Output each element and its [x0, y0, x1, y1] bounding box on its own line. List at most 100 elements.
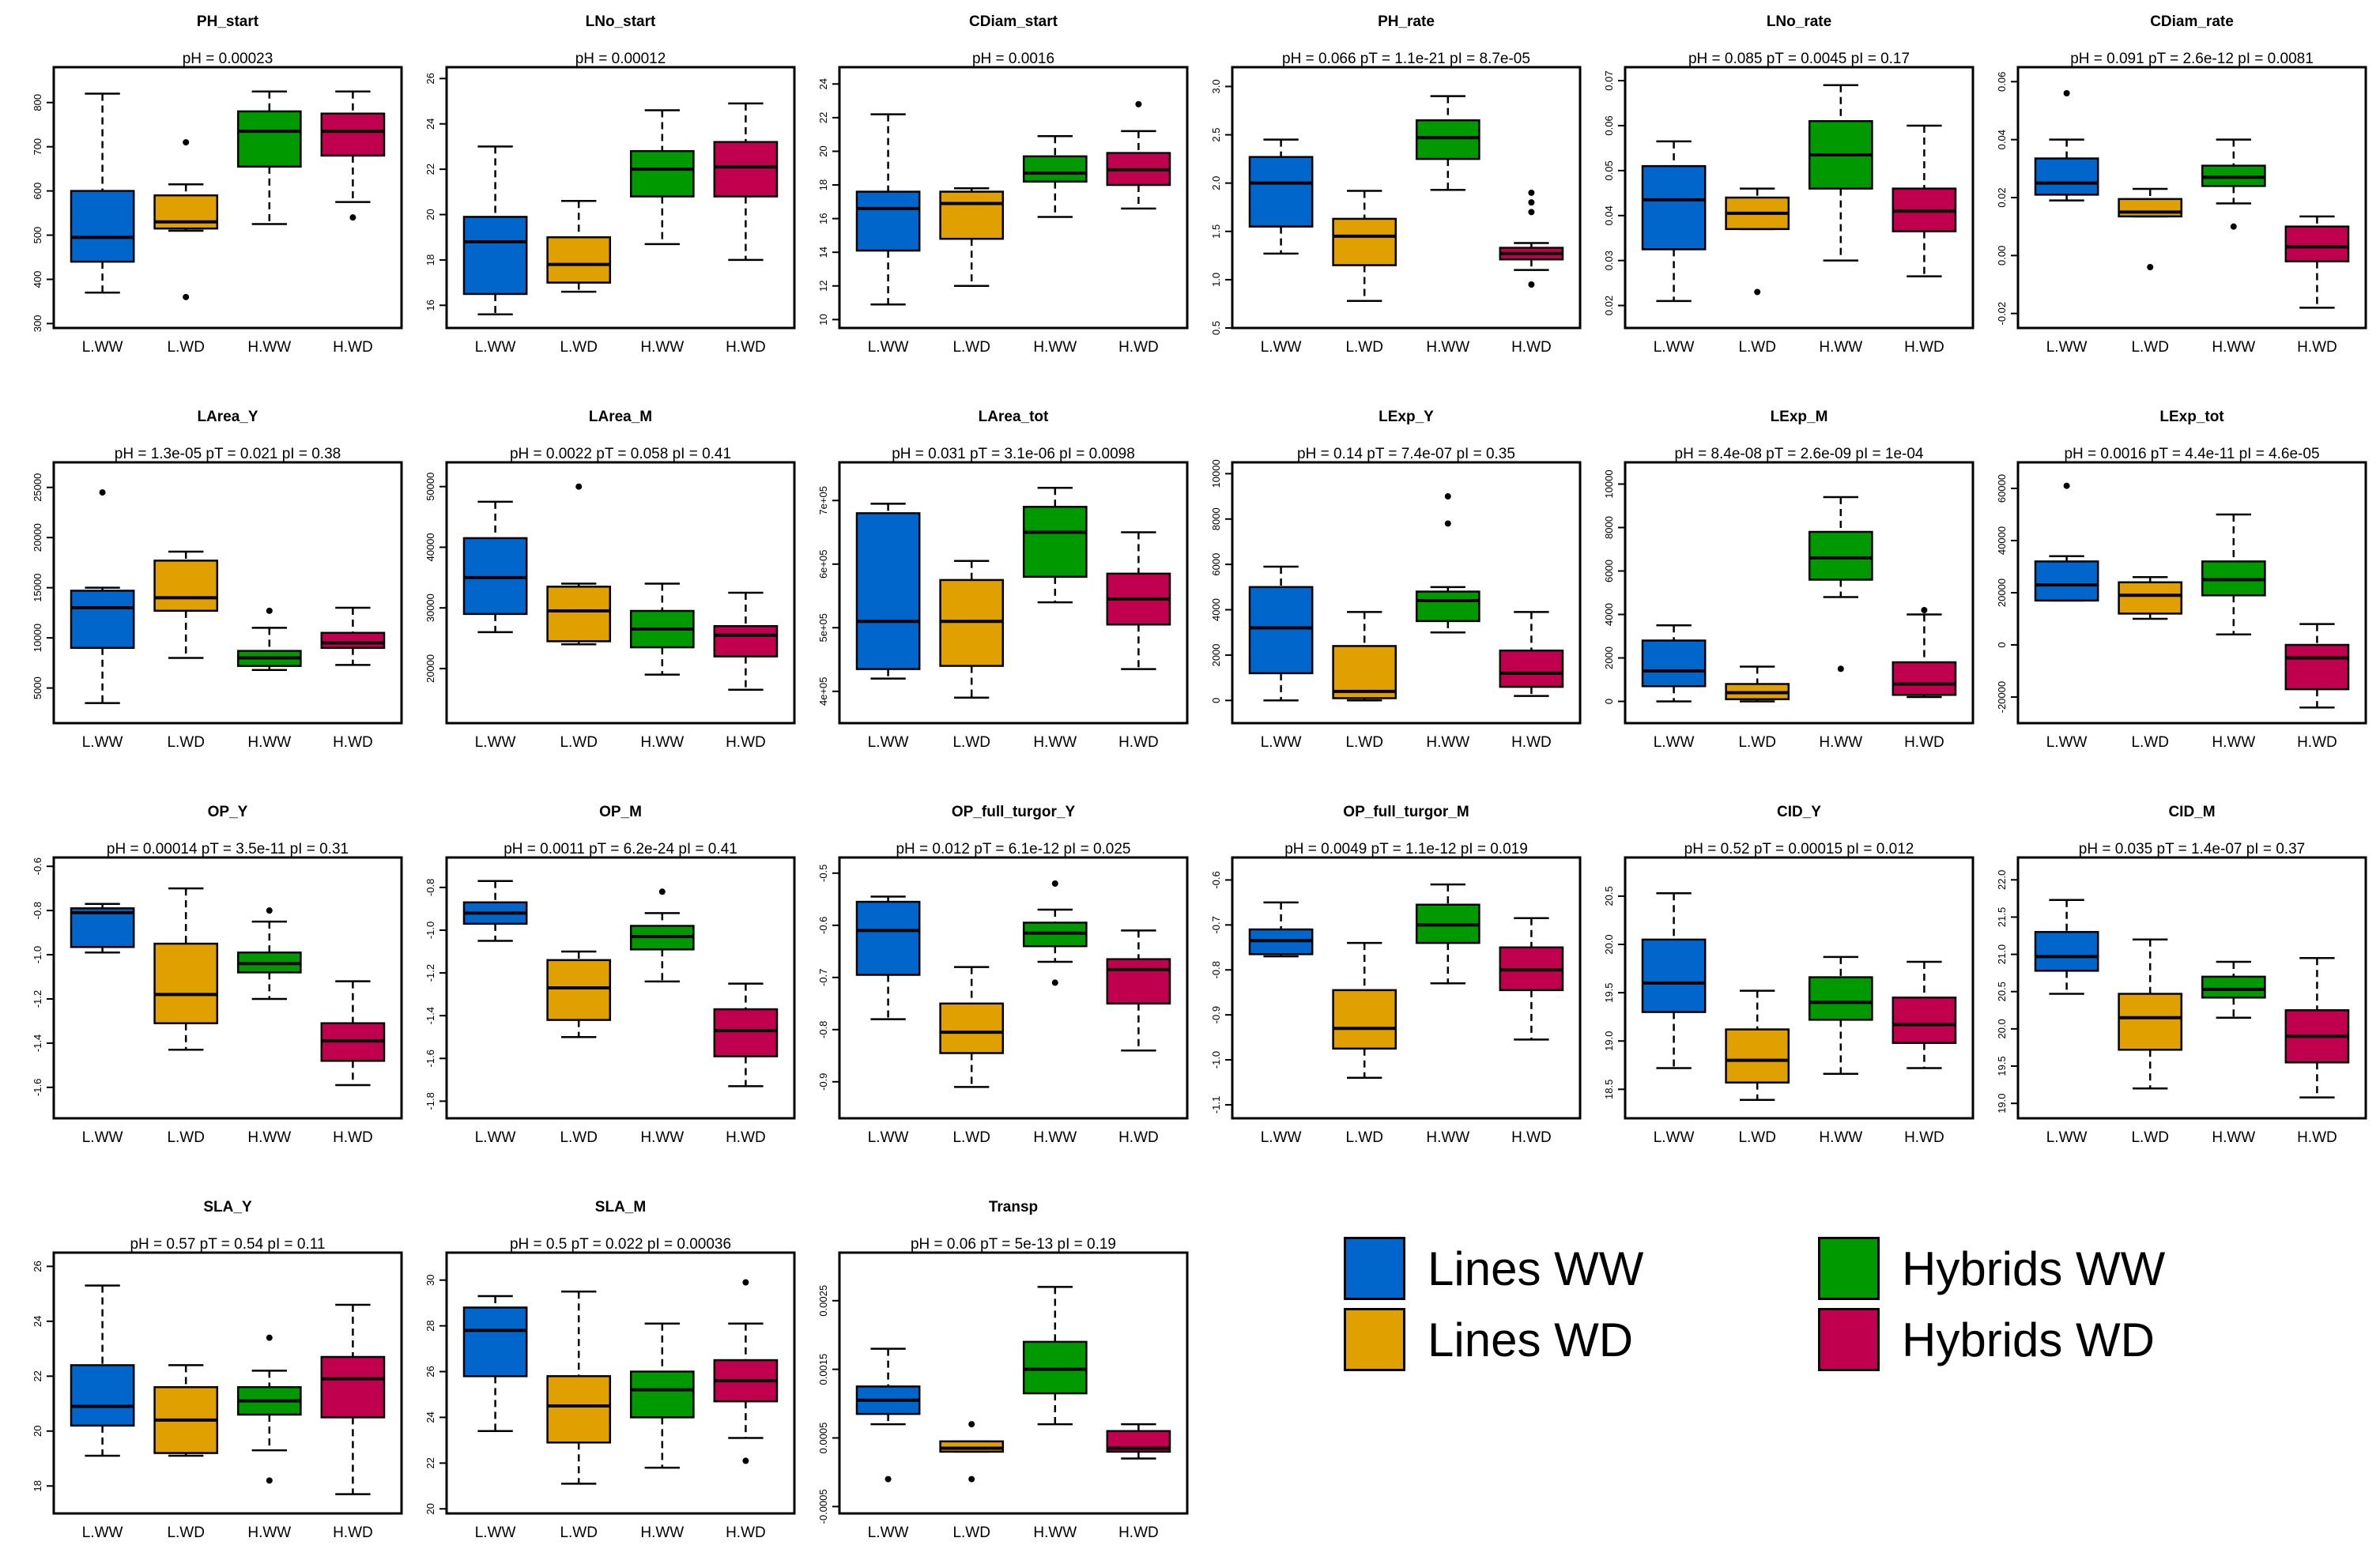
- box-h-wd: [1892, 124, 1957, 277]
- y-tick-label: 3.0: [1210, 79, 1222, 93]
- x-tick-label: H.WW: [2212, 734, 2255, 751]
- box-h-ww: [629, 888, 695, 983]
- plot-frame: [2016, 856, 2367, 1120]
- box-h-ww: [1808, 84, 1873, 262]
- x-tick-label: H.WW: [640, 339, 684, 356]
- box-body: [713, 141, 779, 198]
- chart-subtitle: pH = 0.0016: [972, 51, 1054, 67]
- x-tick-label: L.WD: [167, 339, 205, 356]
- x-tick-label: H.WW: [247, 1129, 291, 1146]
- chart-panel-larea-y: LArea_Y pH = 1.3e-05 pT = 0.021 pI = 0.38…: [32, 409, 403, 751]
- box-l-ww: [855, 503, 921, 680]
- chart-panel-cdiam-rate: CDiam_rate pH = 0.091 pT = 2.6e-12 pI = 0…: [1996, 13, 2367, 356]
- box-body: [855, 900, 921, 976]
- legend-label-hybrids-ww: Hybrids WW: [1902, 1242, 2166, 1295]
- x-tick-label: H.WD: [1511, 1129, 1552, 1146]
- chart-title: SLA_M: [595, 1199, 646, 1215]
- y-tick-label: 19.0: [1996, 1093, 2008, 1113]
- plot-frame: [445, 856, 796, 1120]
- x-tick-label: L.WD: [1738, 339, 1776, 356]
- outlier-point: [1837, 665, 1844, 673]
- y-tick-label: 20: [32, 1426, 43, 1437]
- y-tick-label: 22: [32, 1370, 43, 1381]
- y-tick-label: -1.4: [32, 1035, 43, 1052]
- box-body: [70, 1364, 135, 1427]
- x-tick-label: L.WW: [2046, 734, 2088, 751]
- y-tick-label: 0: [1603, 699, 1615, 704]
- box-h-wd: [320, 1303, 386, 1495]
- chart-panel-sla-m: SLA_M pH = 0.5 pT = 0.022 pI = 0.00036 20 2…: [424, 1199, 796, 1541]
- box-h-ww: [1022, 880, 1088, 986]
- chart-title: LExp_Y: [1379, 409, 1434, 425]
- y-tick-label: -1.8: [424, 1092, 436, 1110]
- legend-item-lines-wd: Lines WD: [1344, 1308, 1633, 1371]
- outlier-point: [2230, 223, 2237, 230]
- box-body: [1892, 661, 1957, 696]
- chart-subtitle: pH = 0.57 pT = 0.54 pI = 0.11: [130, 1236, 325, 1253]
- y-tick-label: -1.0: [1210, 1051, 1222, 1068]
- x-tick-label: H.WD: [1118, 734, 1159, 751]
- y-tick-label: 18.5: [1603, 1080, 1615, 1099]
- box-l-ww: [1641, 891, 1707, 1069]
- chart-title: SLA_Y: [203, 1199, 252, 1215]
- y-tick-label: 40000: [1996, 526, 2008, 555]
- y-tick-label: 24: [424, 1411, 436, 1423]
- chart-subtitle: pH = 0.035 pT = 1.4e-07 pI = 0.37: [2079, 841, 2305, 857]
- box-h-wd: [713, 102, 779, 262]
- plot-frame: [52, 1251, 403, 1515]
- box-l-ww: [855, 113, 921, 306]
- y-tick-label: -0.7: [817, 969, 829, 986]
- y-tick-label: 15000: [32, 574, 43, 602]
- outlier-point: [1528, 189, 1535, 196]
- outlier-point: [884, 1476, 892, 1483]
- x-tick-label: H.WW: [1819, 339, 1862, 356]
- chart-subtitle: pH = 0.066 pT = 1.1e-21 pI = 8.7e-05: [1282, 51, 1530, 67]
- box-h-ww: [1022, 135, 1088, 218]
- outlier-point: [183, 293, 190, 300]
- y-tick-label: 8000: [1210, 507, 1222, 530]
- outlier-point: [2063, 90, 2070, 96]
- chart-title: OP_Y: [208, 804, 248, 820]
- box-body: [2284, 225, 2350, 262]
- box-h-wd: [1106, 1423, 1171, 1460]
- outlier-point: [1051, 880, 1058, 887]
- box-h-wd: [1499, 611, 1564, 697]
- outlier-point: [266, 1477, 273, 1484]
- x-tick-label: H.WW: [247, 1525, 291, 1541]
- chart-subtitle: pH = 0.091 pT = 2.6e-12 pI = 0.0081: [2070, 51, 2314, 67]
- plot-frame: [52, 66, 403, 330]
- x-tick-label: H.WW: [1426, 339, 1469, 356]
- outlier-point: [183, 139, 190, 146]
- y-tick-label: 0.00: [1996, 246, 2008, 266]
- x-tick-label: H.WD: [333, 734, 373, 751]
- y-tick-label: 0.02: [1996, 187, 2008, 207]
- box-h-ww: [2201, 960, 2266, 1019]
- box-body: [546, 586, 612, 643]
- box-h-ww: [2201, 138, 2266, 230]
- y-tick-label: -0.9: [1210, 1006, 1222, 1023]
- y-tick-label: 0.0025: [817, 1285, 829, 1317]
- box-h-ww: [236, 90, 302, 225]
- x-tick-label: L.WW: [868, 734, 909, 751]
- x-tick-label: L.WD: [952, 1525, 990, 1541]
- y-tick-label: 12: [817, 281, 829, 292]
- outlier-point: [1528, 199, 1535, 206]
- y-tick-label: -0.8: [817, 1021, 829, 1038]
- box-body: [1641, 164, 1707, 251]
- box-l-ww: [1641, 624, 1707, 703]
- y-tick-label: -1.4: [424, 1007, 436, 1024]
- x-tick-label: L.WD: [1738, 1129, 1776, 1146]
- chart-panel-cdiam-start: CDiam_start pH = 0.0016 10 12 14 16 18 20 22 24 L.…: [817, 13, 1189, 356]
- box-body: [855, 190, 921, 252]
- y-tick-label: 40000: [424, 533, 436, 561]
- legend-swatch-lines-ww: [1344, 1237, 1405, 1300]
- box-h-wd: [1106, 929, 1171, 1052]
- y-tick-label: 50000: [424, 473, 436, 501]
- box-body: [1499, 649, 1564, 688]
- box-l-ww: [1248, 565, 1314, 702]
- x-tick-label: H.WW: [640, 734, 684, 751]
- x-tick-label: L.WD: [560, 1525, 598, 1541]
- box-body: [153, 942, 219, 1024]
- box-l-ww: [1248, 138, 1314, 255]
- y-tick-label: 0.03: [1603, 251, 1615, 270]
